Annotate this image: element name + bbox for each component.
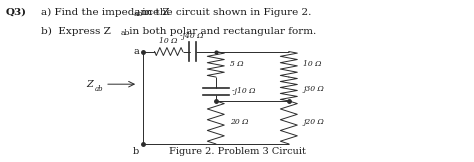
Text: ab: ab — [133, 10, 143, 18]
Text: b)  Express Z: b) Express Z — [41, 27, 111, 36]
Text: Figure 2. Problem 3 Circuit: Figure 2. Problem 3 Circuit — [169, 147, 305, 156]
Text: -j40 Ω: -j40 Ω — [181, 32, 204, 40]
Text: j20 Ω: j20 Ω — [303, 118, 324, 126]
Text: a) Find the impedance Z: a) Find the impedance Z — [41, 8, 170, 17]
Text: -j10 Ω: -j10 Ω — [232, 87, 256, 95]
Text: 20 Ω: 20 Ω — [230, 118, 248, 126]
Text: a: a — [133, 47, 139, 56]
Text: b: b — [133, 147, 139, 156]
Text: ab: ab — [95, 85, 103, 93]
Text: in both polar and rectangular form.: in both polar and rectangular form. — [126, 27, 316, 36]
Text: 5 Ω: 5 Ω — [230, 60, 244, 68]
Text: 10 Ω: 10 Ω — [159, 37, 178, 45]
Text: ab: ab — [120, 29, 130, 37]
Text: in the circuit shown in Figure 2.: in the circuit shown in Figure 2. — [138, 8, 311, 17]
Text: j30 Ω: j30 Ω — [303, 85, 324, 93]
Text: 10 Ω: 10 Ω — [303, 60, 321, 68]
Text: Z: Z — [86, 80, 93, 89]
Text: Q3): Q3) — [6, 8, 27, 17]
